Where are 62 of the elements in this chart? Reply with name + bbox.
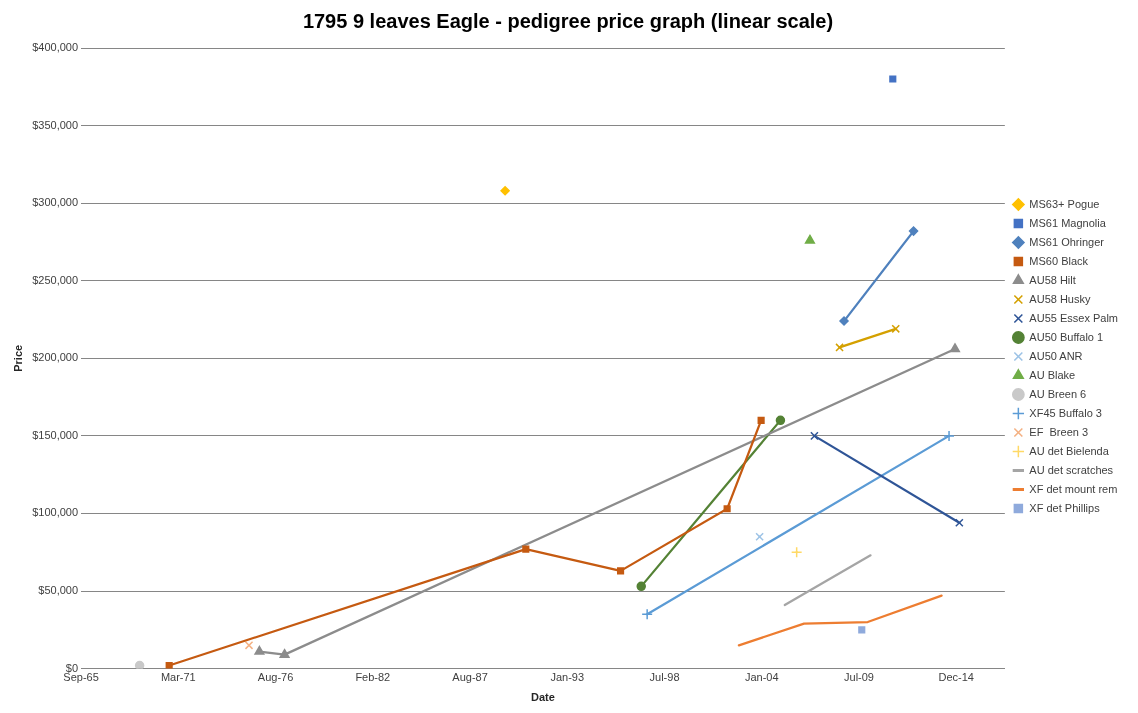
point [804,234,816,244]
x-tick-label: Jul-09 [844,671,874,684]
point [134,660,145,669]
legend-label: AU58 Husky [1029,292,1091,305]
point [636,581,646,592]
x-tick-label: Dec-14 [938,671,974,684]
x-tick-label: Mar-71 [160,671,196,684]
x-tick-label: Aug-76 [257,671,294,684]
y-axis-title: Price [11,344,24,372]
legend-label: AU58 Hilt [1029,273,1076,286]
y-tick-label: $0 [65,661,79,674]
point [723,505,731,513]
point [839,316,849,326]
legend-label: XF45 Buffalo 3 [1029,406,1102,419]
point [165,661,173,669]
legend-label: AU Breen 6 [1029,387,1087,400]
point [908,226,919,236]
legend-label: AU50 Buffalo 1 [1029,330,1104,343]
point [835,343,844,352]
legend-label: AU det Bielenda [1029,444,1110,457]
point [522,545,530,553]
point [949,343,961,353]
legend-label: AU det scratches [1029,463,1114,476]
x-tick-label: Feb-82 [355,671,391,684]
legend-label: MS63+ Pogue [1029,197,1100,210]
point [616,567,625,575]
legend-label: MS61 Magnolia [1029,216,1107,229]
point [790,546,803,558]
x-axis-title: Date [531,691,555,704]
legend-label: XF det mount rem [1029,482,1118,495]
legend-label: AU Blake [1029,368,1076,381]
x-tick-label: Jan-04 [744,671,779,684]
point [775,415,786,426]
point [279,648,290,658]
x-tick-label: Sep-65 [63,671,99,684]
point [254,645,265,655]
legend-label: MS61 Ohringer [1029,235,1105,248]
legend-label: EF Breen 3 [1029,425,1089,438]
point [810,431,819,441]
y-tick-label: $350,000 [32,118,79,131]
legend-label: AU55 Essex Palm [1029,311,1119,324]
legend-label: XF det Phillips [1029,501,1101,514]
legend-label: AU50 ANR [1029,349,1083,362]
point [757,416,765,424]
point [641,608,653,621]
point [943,430,955,442]
y-tick-label: $250,000 [32,273,79,286]
y-tick-label: $400,000 [32,41,79,54]
point [955,518,964,528]
x-tick-label: Aug-87 [452,671,488,684]
point [755,532,764,542]
x-tick-label: Jan-93 [550,671,585,684]
y-tick-label: $200,000 [32,351,79,364]
x-tick-label: Jul-98 [649,671,680,684]
chart-title: 1795 9 leaves Eagle - pedigree price graph (linear scale) [302,9,834,32]
y-tick-label: $150,000 [32,428,79,441]
legend-label: MS60 Black [1029,254,1089,267]
y-tick-label: $50,000 [38,584,79,597]
point [500,185,510,196]
y-tick-label: $100,000 [32,506,79,519]
point [891,324,901,334]
y-tick-label: $300,000 [32,196,79,209]
